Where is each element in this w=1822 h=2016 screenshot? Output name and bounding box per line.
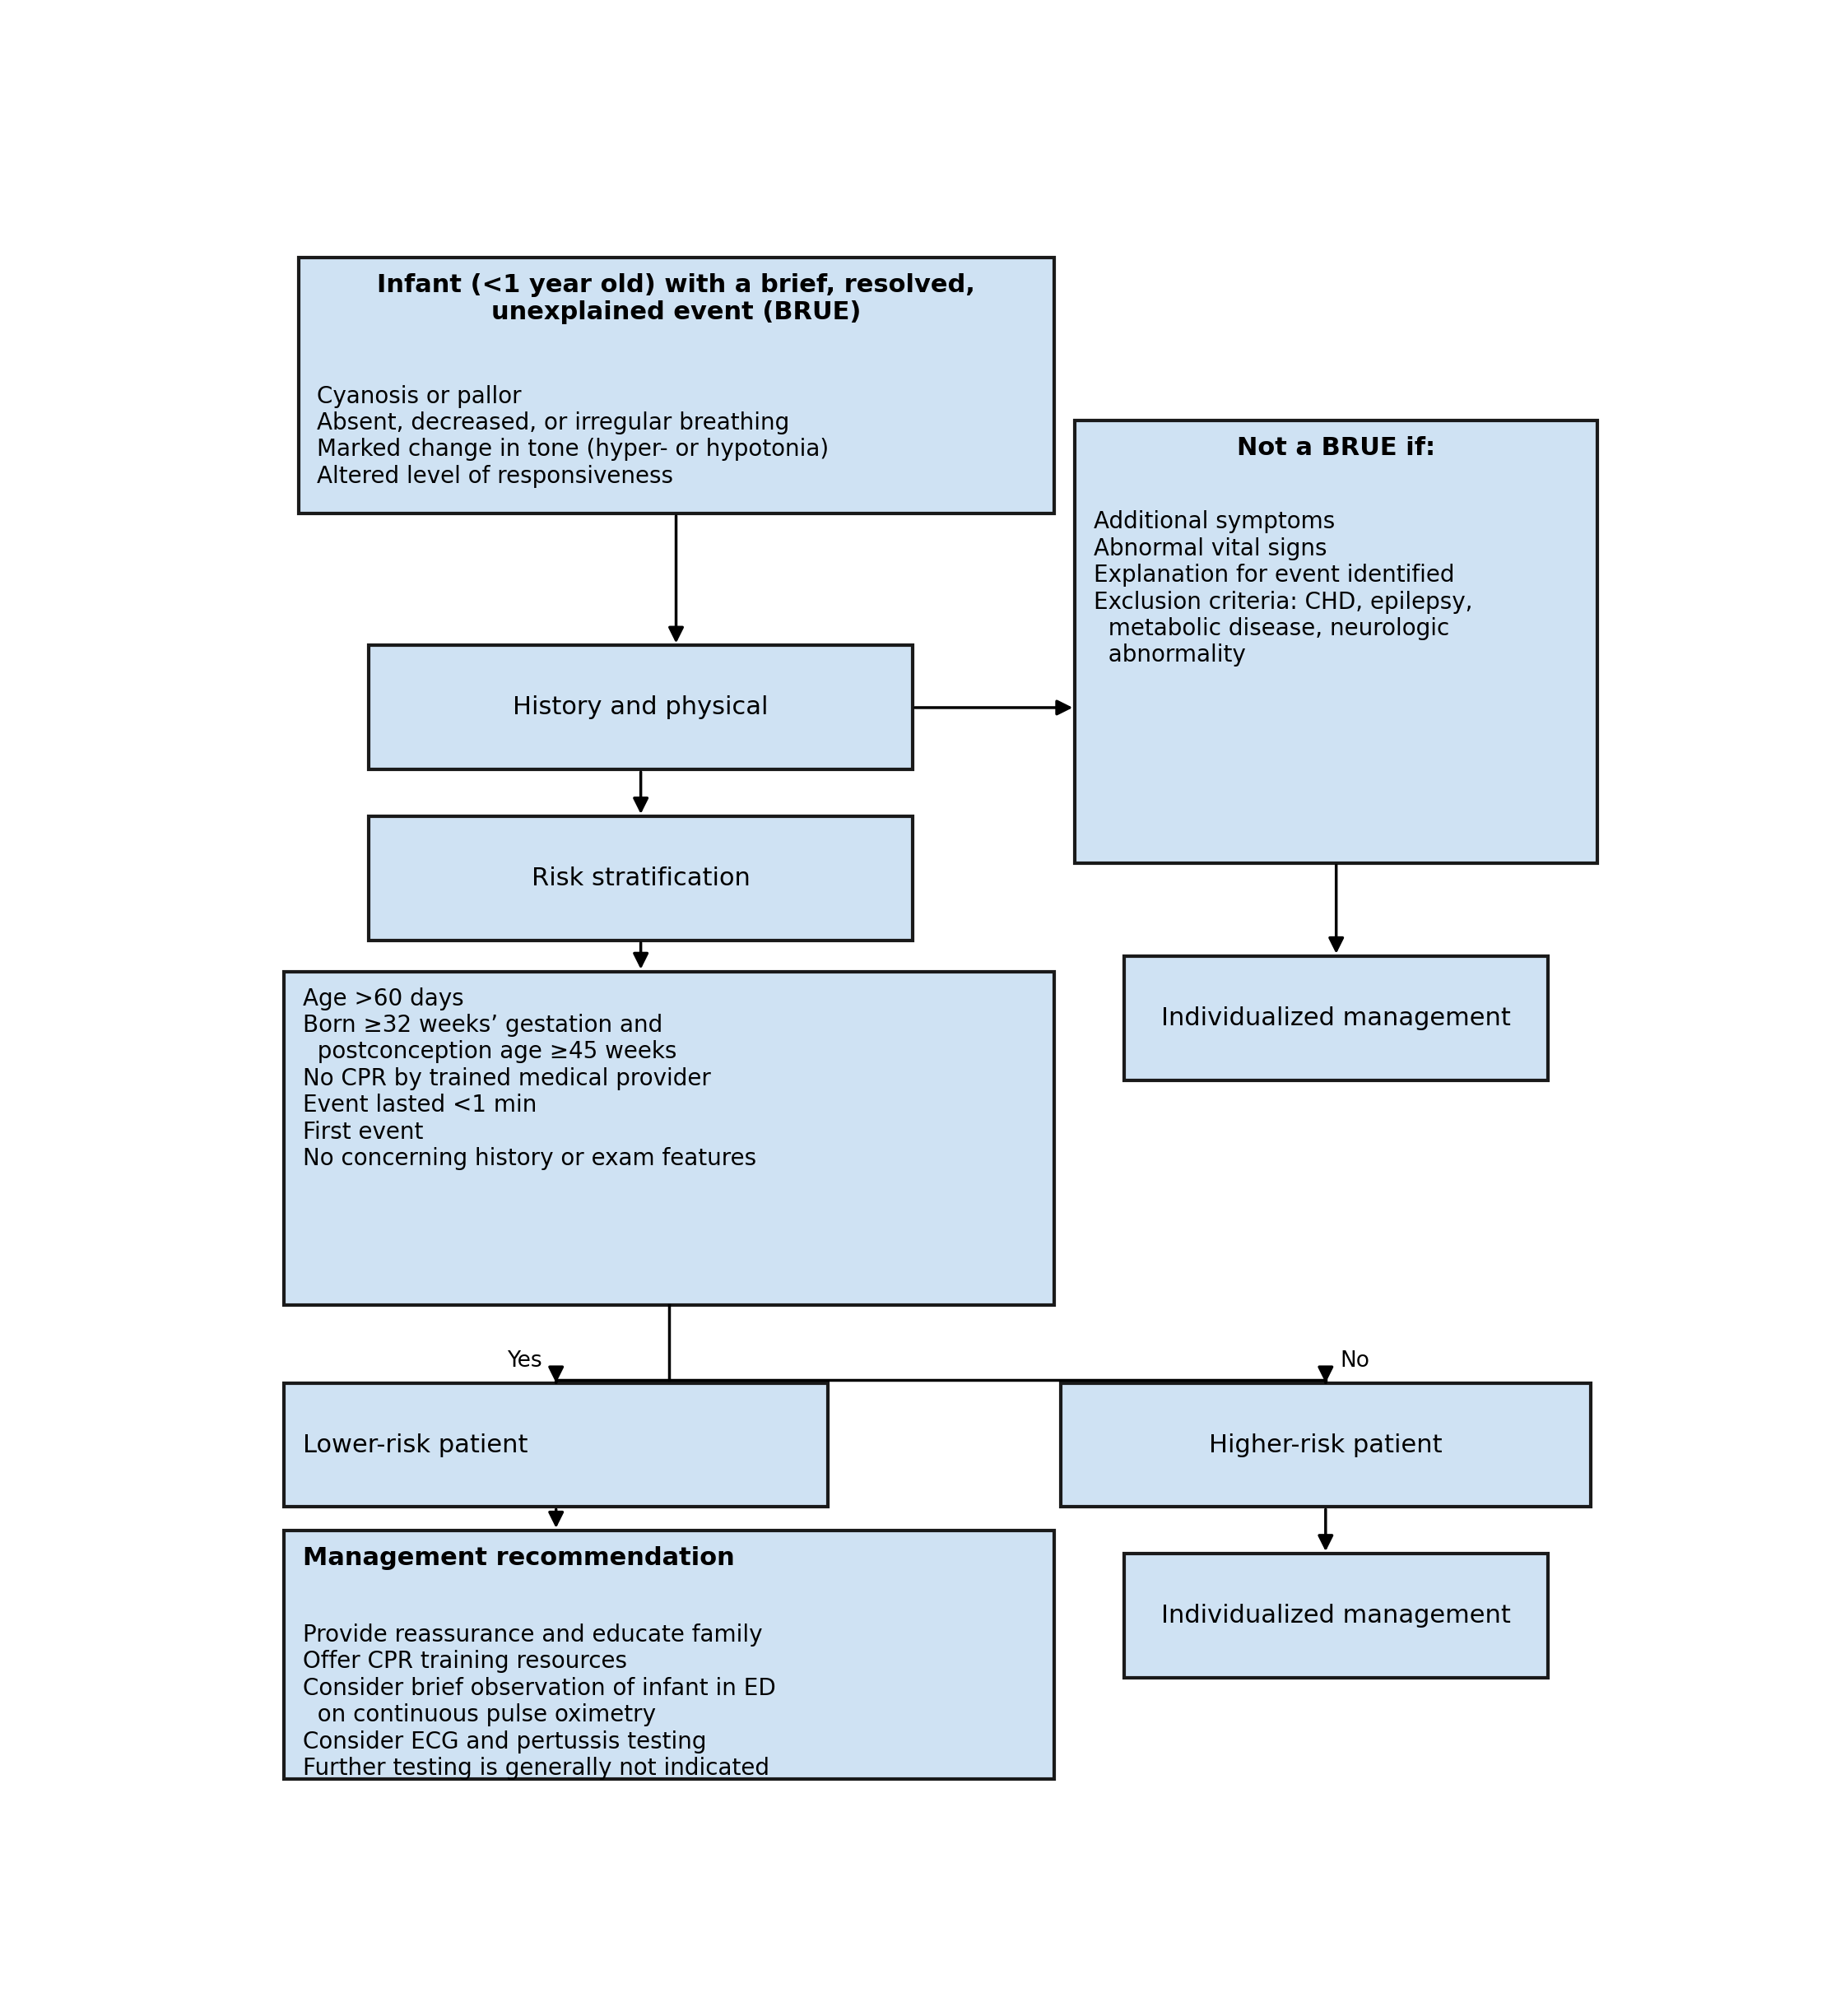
FancyBboxPatch shape: [1124, 1554, 1549, 1677]
Text: History and physical: History and physical: [514, 696, 769, 720]
FancyBboxPatch shape: [284, 1530, 1053, 1778]
Text: Higher-risk patient: Higher-risk patient: [1210, 1433, 1443, 1458]
Text: Infant (<1 year old) with a brief, resolved,
unexplained event (BRUE): Infant (<1 year old) with a brief, resol…: [377, 272, 975, 325]
FancyBboxPatch shape: [368, 816, 913, 939]
Text: Additional symptoms
Abnormal vital signs
Explanation for event identified
Exclus: Additional symptoms Abnormal vital signs…: [1093, 510, 1472, 667]
Text: Management recommendation: Management recommendation: [302, 1546, 734, 1570]
FancyBboxPatch shape: [368, 645, 913, 770]
FancyBboxPatch shape: [1124, 956, 1549, 1081]
Text: Provide reassurance and educate family
Offer CPR training resources
Consider bri: Provide reassurance and educate family O…: [302, 1623, 776, 1780]
FancyBboxPatch shape: [284, 972, 1053, 1304]
Text: Individualized management: Individualized management: [1161, 1006, 1510, 1030]
Text: Lower-risk patient: Lower-risk patient: [302, 1433, 528, 1458]
FancyBboxPatch shape: [1075, 421, 1598, 863]
Text: Not a BRUE if:: Not a BRUE if:: [1237, 435, 1436, 460]
FancyBboxPatch shape: [284, 1383, 827, 1508]
Text: Age >60 days
Born ≥32 weeks’ gestation and
  postconception age ≥45 weeks
No CPR: Age >60 days Born ≥32 weeks’ gestation a…: [302, 988, 756, 1169]
Text: Cyanosis or pallor
Absent, decreased, or irregular breathing
Marked change in to: Cyanosis or pallor Absent, decreased, or…: [317, 385, 829, 488]
Text: Yes: Yes: [507, 1351, 541, 1373]
FancyBboxPatch shape: [299, 258, 1053, 514]
FancyBboxPatch shape: [1060, 1383, 1591, 1508]
Text: Individualized management: Individualized management: [1161, 1605, 1510, 1627]
Text: Risk stratification: Risk stratification: [532, 867, 751, 891]
Text: No: No: [1339, 1351, 1370, 1373]
